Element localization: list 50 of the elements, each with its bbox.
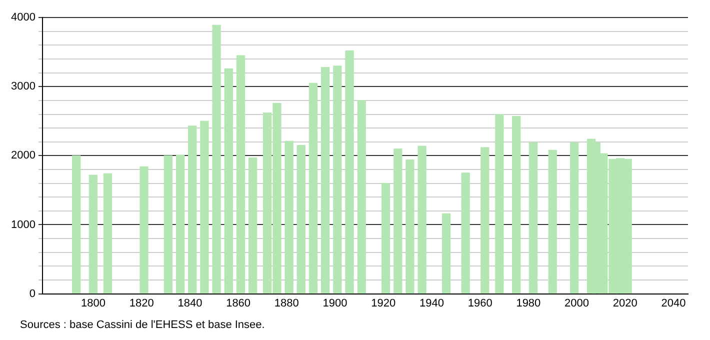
- x-tick-label: 1900: [322, 297, 348, 310]
- x-tick-label: 2020: [612, 297, 638, 310]
- bar: [357, 100, 366, 294]
- x-tick-label: 1960: [468, 297, 492, 310]
- x-tick-label: 1860: [226, 297, 251, 310]
- bar: [176, 154, 185, 294]
- bar: [200, 120, 209, 294]
- bar: [308, 82, 318, 294]
- bar: [528, 142, 538, 294]
- bar: [548, 150, 557, 294]
- x-tick-label: 1880: [274, 297, 299, 310]
- bar: [418, 146, 426, 294]
- x-tick-label: 1820: [129, 297, 154, 310]
- source-note: Sources : base Cassini de l'EHESS et base Insee.: [20, 319, 266, 331]
- bar: [224, 68, 233, 294]
- bar: [570, 142, 579, 294]
- bar: [164, 155, 173, 294]
- x-tick-label: 2000: [564, 297, 590, 310]
- y-tick-label: 0: [29, 288, 36, 300]
- y-tick-label: 1000: [10, 218, 36, 231]
- x-tick-label: 1800: [81, 297, 106, 310]
- y-tick-label: 2000: [10, 150, 36, 162]
- bar: [88, 174, 98, 294]
- bar: [406, 160, 414, 294]
- bar: [442, 213, 451, 294]
- bar: [394, 148, 402, 294]
- bar: [461, 172, 470, 294]
- bar: [296, 145, 306, 294]
- y-tick-label: 3000: [10, 80, 36, 93]
- bar: [321, 66, 330, 294]
- x-tick-label: 1920: [371, 297, 396, 310]
- x-tick-label: 1840: [178, 297, 202, 310]
- bar: [381, 182, 390, 294]
- bar: [333, 66, 342, 294]
- bar: [236, 55, 246, 294]
- bar: [284, 140, 294, 294]
- bar: [188, 126, 197, 294]
- bar: [140, 166, 148, 294]
- bar: [72, 155, 81, 294]
- bar: [248, 157, 258, 294]
- x-tick-label: 1980: [516, 297, 541, 310]
- bar: [512, 116, 521, 294]
- bar: [103, 173, 112, 294]
- bar: [345, 50, 354, 294]
- x-tick-label: 1940: [419, 297, 444, 310]
- bar: [495, 114, 504, 294]
- x-tick-label: 2040: [661, 297, 686, 310]
- y-tick-label: 4000: [10, 12, 36, 24]
- bar: [480, 147, 490, 294]
- bar: [212, 24, 221, 294]
